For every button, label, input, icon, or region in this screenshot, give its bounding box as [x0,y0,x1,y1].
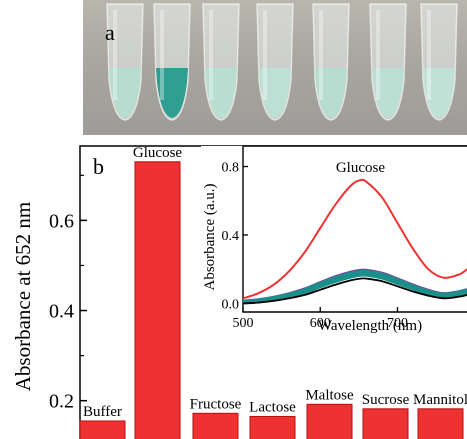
bar-label-buffer: Buffer [83,404,122,420]
inset-x-tick-label: 500 [233,316,254,331]
tube-3-graphic [202,3,240,121]
bar-label-sucrose: Sucrose [362,392,410,408]
tube-2 [150,2,194,122]
inset-series-1-line [243,277,467,305]
tube-4-graphic [256,3,294,121]
tube-photo-panel: a [83,0,467,135]
inset-y-tick-label: 0.4 [222,229,240,244]
bar-chart-bars: Buffer Glucose Fructose Lactose Maltose Sucro… [79,145,467,439]
bar-label-glucose: Glucose [133,145,182,161]
inset-x-tick-label: 700 [387,316,408,331]
panel-b-label: b [93,154,104,179]
inset-y-tick-label: 0.8 [222,161,240,176]
tube-4 [253,2,297,122]
tube-5 [309,2,353,122]
bar-maltose [306,403,353,439]
inset-series-2-line [243,272,467,305]
inset-y-tick-label: 0.0 [222,297,240,312]
tube-6 [366,2,410,122]
bar-label-maltose: Maltose [305,387,354,403]
inset-x-axis-label: Wavelength (nm) [318,318,422,334]
bar-sucrose [362,408,409,439]
panel-a-label: a [105,20,115,45]
bar-fructose [192,412,239,439]
bar-glucose [134,161,181,439]
bar-buffer [79,420,126,439]
bar-y-tick-label: 0.6 [49,210,74,232]
tube-3 [199,2,243,122]
bar-label-mannitol: Mannitol [413,392,467,408]
tube-1 [103,2,147,122]
tube-5-graphic [312,3,350,121]
inset-glucose-line [243,178,467,300]
inset-line-chart: 500 600 700 0.0 0.4 0.8 Wavelength (nm) Absorba… [201,145,467,334]
tube-2-graphic [153,3,191,121]
bar-mannitol [417,408,464,439]
bar-y-tick-label: 0.4 [49,301,74,323]
tube-7-graphic [420,3,458,121]
bar-label-fructose: Fructose [190,396,242,412]
bar-chart-axes: 0.2 0.4 0.6 Absorbance at 652 nm [11,145,467,439]
tube-6-graphic [369,3,407,121]
inset-x-tick-label: 600 [310,316,331,331]
inset-y-axis-label: Absorbance (a.u.) [202,183,218,290]
bar-label-lactose: Lactose [249,399,296,415]
bar-y-axis-label: Absorbance at 652 nm [11,202,35,392]
tube-1-graphic [106,3,144,121]
inset-background [201,146,467,334]
tube-7 [417,2,461,122]
inset-glucose-annotation: Glucose [336,160,385,176]
bar-lactose [249,415,296,439]
bar-y-tick-label: 0.2 [49,391,74,413]
